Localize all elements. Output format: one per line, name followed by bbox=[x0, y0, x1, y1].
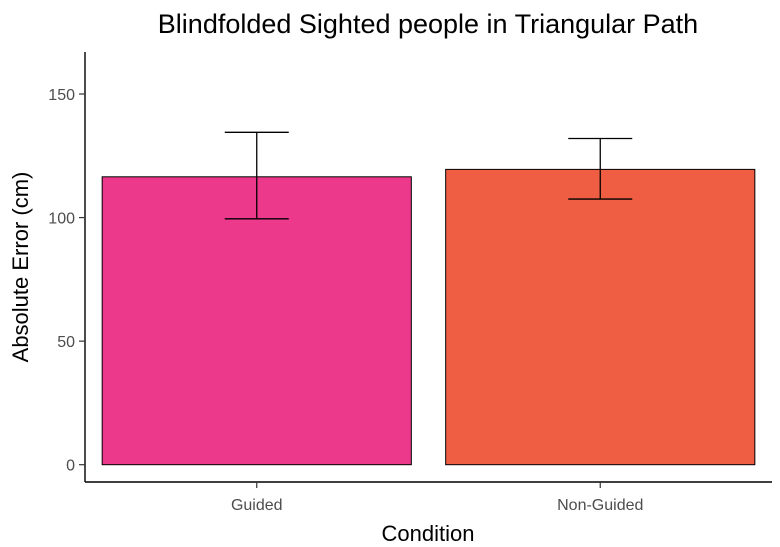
plot-area bbox=[101, 131, 756, 466]
x-axis-title: Condition bbox=[382, 521, 475, 546]
y-tick-label: 100 bbox=[48, 211, 75, 228]
chart-title: Blindfolded Sighted people in Triangular… bbox=[158, 9, 698, 39]
y-tick-label: 0 bbox=[66, 458, 75, 475]
y-axis-title: Absolute Error (cm) bbox=[8, 172, 33, 363]
bar-guided bbox=[101, 176, 412, 466]
error-bar bbox=[224, 131, 289, 220]
y-axis-ticks: 0 50 100 150 bbox=[48, 87, 85, 475]
y-tick-label: 150 bbox=[48, 87, 75, 104]
y-tick-label: 50 bbox=[57, 334, 75, 351]
x-tick-label: Non-Guided bbox=[557, 497, 643, 514]
error-bar bbox=[568, 137, 633, 200]
x-tick-label: Guided bbox=[231, 497, 283, 514]
bar-non-guided bbox=[445, 168, 756, 466]
x-axis-ticks: Guided Non-Guided bbox=[231, 482, 643, 514]
